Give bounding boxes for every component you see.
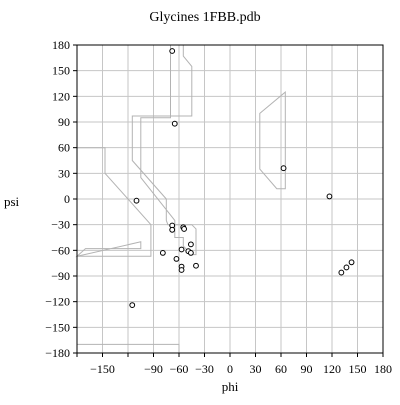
chart-title: Glycines 1FBB.pdb — [149, 10, 260, 25]
y-axis-label: psi — [4, 194, 20, 209]
x-tick-label: 0 — [227, 362, 233, 376]
data-point — [188, 241, 194, 248]
y-tick-label: −120 — [45, 295, 70, 309]
y-tick-label: 180 — [52, 38, 70, 52]
data-point — [173, 255, 180, 262]
x-axis-label: phi — [222, 379, 239, 394]
x-tick-label: 60 — [275, 362, 287, 376]
y-tick-label: −30 — [51, 218, 70, 232]
y-tick-label: 150 — [52, 64, 70, 78]
x-tick-label: 30 — [250, 362, 262, 376]
data-point — [169, 226, 176, 233]
data-point — [133, 197, 140, 204]
data-points — [129, 48, 355, 308]
data-point — [181, 226, 188, 232]
data-point — [280, 165, 287, 172]
x-tick-label: −30 — [195, 362, 214, 376]
allowed-region-outline — [131, 44, 197, 256]
data-point — [159, 250, 166, 256]
data-point — [193, 262, 199, 269]
data-point — [348, 259, 355, 266]
x-tick-label: −60 — [170, 362, 189, 376]
allowed-region-outline — [75, 241, 142, 258]
allowed-region-outline — [76, 147, 152, 257]
x-tick-label: −150 — [90, 362, 115, 376]
data-point — [326, 193, 333, 200]
y-tick-label: 60 — [58, 141, 70, 155]
y-tick-label: −90 — [51, 269, 70, 283]
axis-ticks: −150 −90 −60 −30 0 30 60 90 120 150 180 180 150 120 90… — [45, 38, 392, 376]
x-tick-label: −90 — [144, 362, 163, 376]
grid-lines — [77, 45, 383, 353]
data-point — [169, 48, 176, 54]
x-tick-label: 120 — [323, 362, 341, 376]
data-point — [178, 246, 185, 253]
y-tick-label: −180 — [45, 346, 70, 360]
y-tick-label: 30 — [58, 166, 70, 180]
y-tick-label: −150 — [45, 320, 70, 334]
allowed-region-outline — [259, 91, 286, 190]
data-point — [178, 267, 185, 273]
x-tick-label: 150 — [349, 362, 367, 376]
x-tick-label: 180 — [374, 362, 392, 376]
data-point — [343, 264, 350, 271]
data-point — [188, 250, 194, 256]
y-tick-label: 120 — [52, 89, 70, 103]
x-tick-label: 90 — [301, 362, 313, 376]
data-point — [338, 269, 345, 276]
data-point — [129, 302, 136, 308]
y-tick-label: −60 — [51, 243, 70, 257]
data-point — [171, 120, 178, 127]
y-tick-label: 0 — [64, 192, 70, 206]
y-tick-label: 90 — [58, 115, 70, 129]
